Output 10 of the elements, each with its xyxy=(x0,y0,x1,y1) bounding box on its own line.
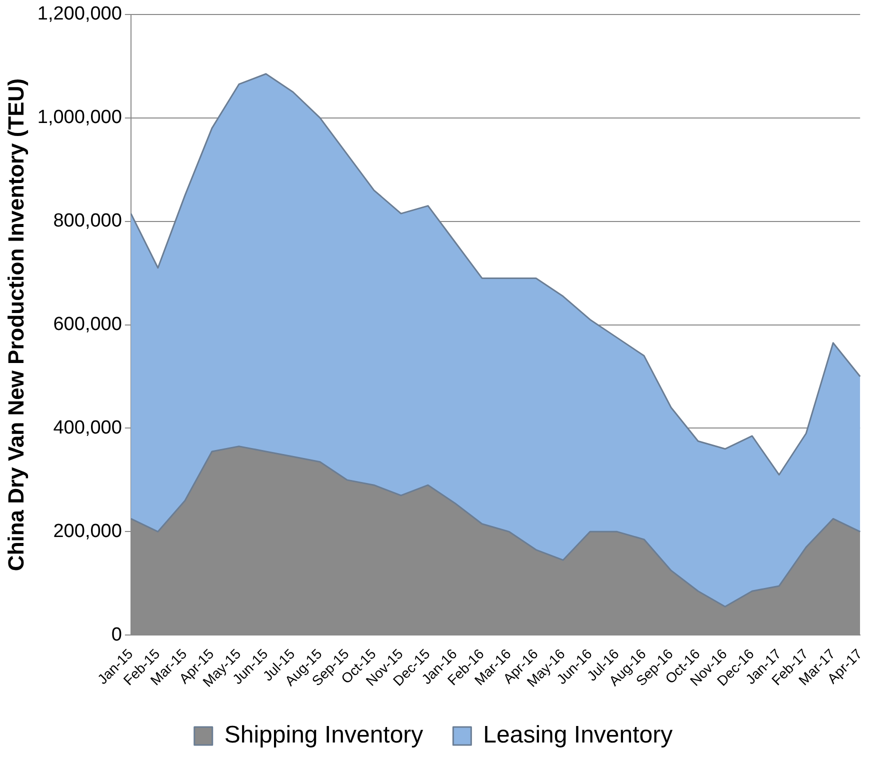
legend-label: Shipping Inventory xyxy=(224,722,424,749)
y-axis-title: China Dry Van New Production Inventory (TEU) xyxy=(3,78,28,572)
y-tick-label: 1,200,000 xyxy=(37,4,122,25)
y-tick-label: 400,000 xyxy=(53,417,122,438)
legend-label: Leasing Inventory xyxy=(483,722,673,749)
y-tick-label: 0 xyxy=(111,624,122,646)
y-tick-label: 600,000 xyxy=(53,314,122,335)
y-tick-label: 1,000,000 xyxy=(37,107,122,128)
y-tick-label: 800,000 xyxy=(53,210,122,232)
y-tick-label: 200,000 xyxy=(53,520,122,542)
